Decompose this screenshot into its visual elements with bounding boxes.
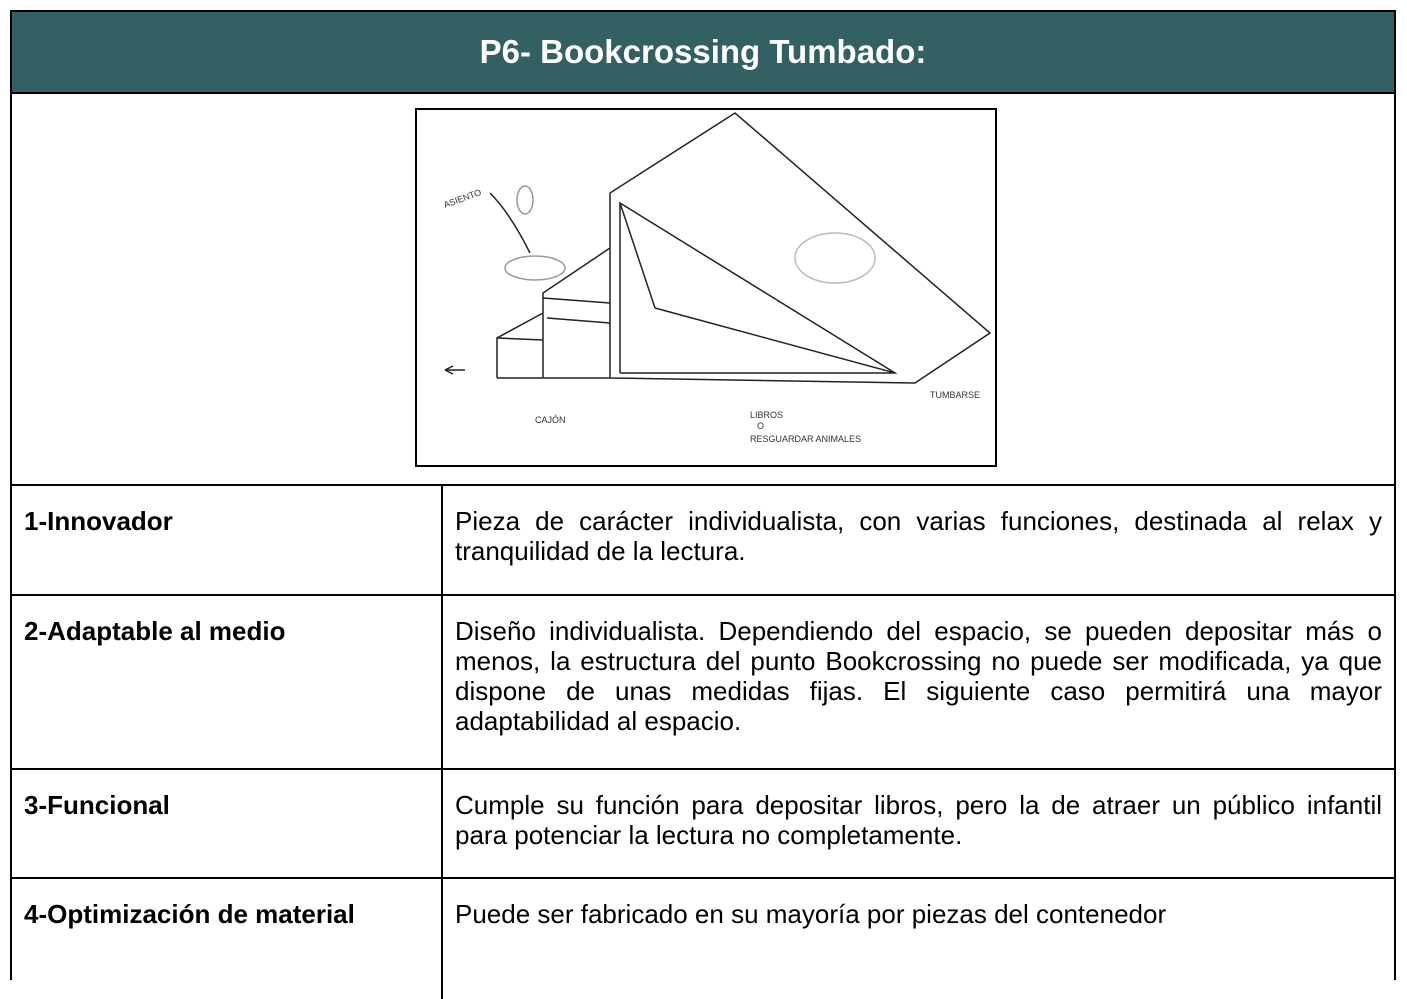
sketch-label: CAJÓN [535, 415, 566, 425]
description: Puede ser fabricado en su mayoría por pi… [455, 899, 1167, 929]
document-table: P6- Bookcrossing Tumbado: ASIE [10, 10, 1396, 999]
criterion: 3-Funcional [12, 770, 443, 877]
criterion: 2-Adaptable al medio [12, 596, 443, 768]
table-row: 4-Optimización de material Puede ser fab… [12, 879, 1394, 999]
description: Cumple su función para depositar libros,… [455, 790, 1382, 850]
criterion: 1-Innovador [12, 486, 443, 594]
table-row: 2-Adaptable al medio Diseño individualis… [12, 596, 1394, 770]
sketch: ASIENTO CAJÓN LIBROS O RESGUARDAR ANIMAL… [415, 108, 997, 467]
criterion: 4-Optimización de material [12, 879, 443, 999]
image-cell: ASIENTO CAJÓN LIBROS O RESGUARDAR ANIMAL… [12, 94, 1394, 486]
table-row: 1-Innovador Pieza de carácter individual… [12, 486, 1394, 596]
header-title: P6- Bookcrossing Tumbado: [12, 12, 1394, 94]
sketch-label: RESGUARDAR ANIMALES [750, 434, 861, 444]
description: Pieza de carácter individualista, con va… [455, 506, 1382, 566]
table-row: 3-Funcional Cumple su función para depos… [12, 770, 1394, 879]
sketch-label: LIBROS [750, 410, 783, 420]
page: P6- Bookcrossing Tumbado: ASIE [10, 10, 1396, 999]
sketch-label: O [757, 421, 764, 431]
description: Diseño individualista. Dependiendo del e… [455, 616, 1382, 736]
sketch-label: TUMBARSE [930, 390, 980, 400]
